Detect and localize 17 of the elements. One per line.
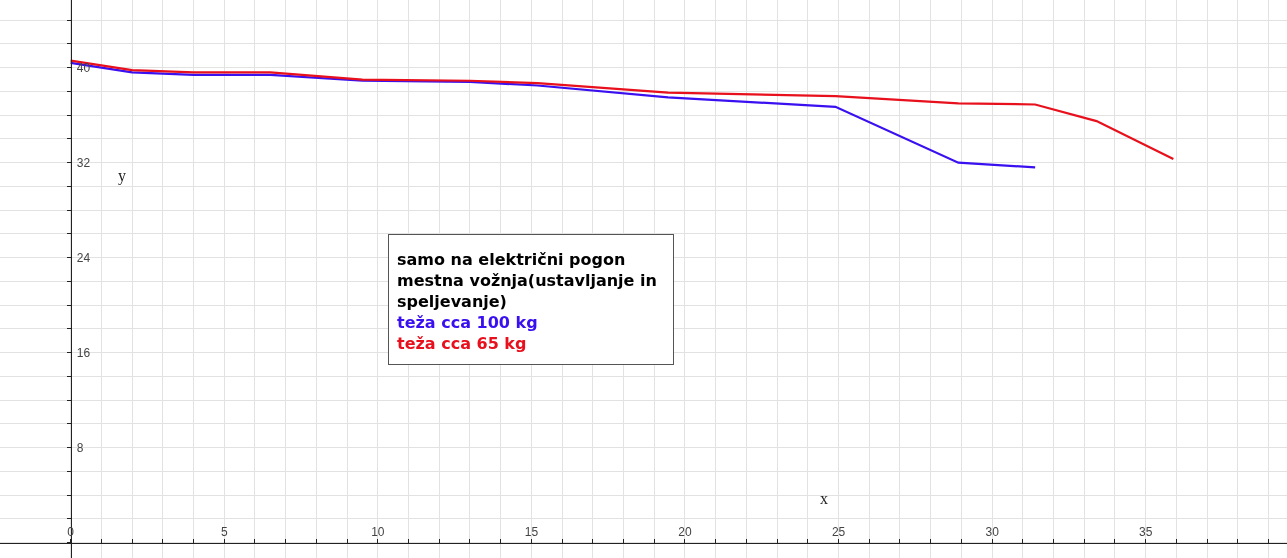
- y-tick-label: 8: [76, 440, 84, 455]
- text: teža cca 65 kg: [397, 333, 528, 354]
- y-tick-label: 16: [76, 345, 91, 360]
- line-series: [69, 61, 1037, 169]
- x-tick-label: 5: [220, 524, 228, 539]
- x-tick-label: 15: [524, 524, 539, 539]
- text: teža cca 100 kg: [397, 312, 539, 333]
- x-tick-label: 35: [1139, 524, 1153, 539]
- y-tick-label: 32: [76, 155, 91, 170]
- legend-title: samo na električni pogon mestna vožnja(ustavljanje in speljevanje): [397, 249, 658, 312]
- x-tick-label: 25: [831, 524, 846, 539]
- y-tick-label: 24: [76, 250, 91, 265]
- x-tick-label: 10: [371, 524, 385, 539]
- y-axis-title: y: [118, 167, 126, 185]
- x-axis-title: x: [820, 490, 828, 507]
- x-tick-label: 30: [985, 524, 1000, 539]
- x-tick-label: 20: [678, 524, 692, 539]
